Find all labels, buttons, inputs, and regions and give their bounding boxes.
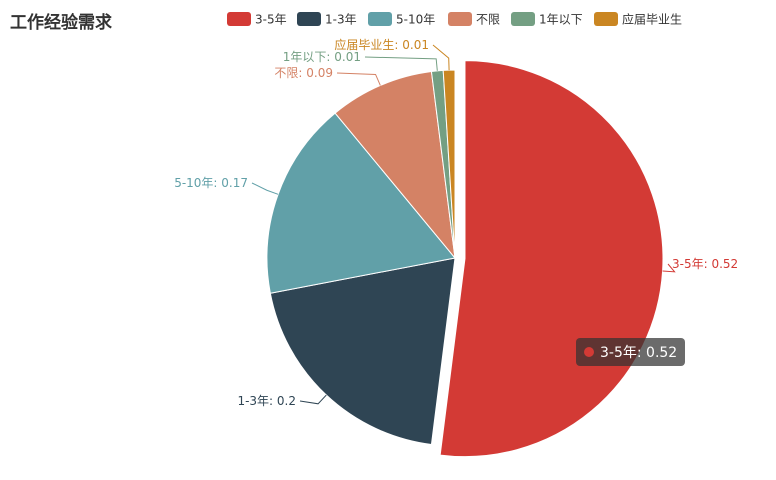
legend-label-3[interactable]: 不限 <box>476 13 500 27</box>
legend-swatch-5[interactable] <box>594 12 618 26</box>
legend-label-4[interactable]: 1年以下 <box>539 13 583 27</box>
tooltip-text: 3-5年: 0.52 <box>600 345 678 361</box>
chart-title: 工作经验需求 <box>10 13 112 33</box>
pie-slices[interactable] <box>266 60 664 458</box>
legend-label-5[interactable]: 应届毕业生 <box>622 12 682 27</box>
leader-line-5 <box>432 44 450 71</box>
slice-labels: 3-5年: 0.52 1-3年: 0.2 5-10年: 0.17 不限: 0.09 1年… <box>174 37 738 408</box>
tooltip: 3-5年: 0.52 <box>576 338 686 366</box>
legend-swatch-3[interactable] <box>448 12 472 26</box>
legend-swatch-4[interactable] <box>511 12 535 26</box>
slice-label-1: 1-3年: 0.2 <box>237 394 296 408</box>
legend-label-0[interactable]: 3-5年 <box>255 13 287 27</box>
legend-label-2[interactable]: 5-10年 <box>396 13 435 27</box>
slice-1[interactable] <box>269 257 456 446</box>
leader-line-2 <box>251 182 279 195</box>
legend-label-1[interactable]: 1-3年 <box>325 13 357 27</box>
slice-label-3: 不限: 0.09 <box>274 66 333 80</box>
slice-0[interactable] <box>439 60 664 458</box>
slice-2[interactable] <box>266 112 456 294</box>
leader-line-4 <box>364 56 438 71</box>
slice-5[interactable] <box>442 69 456 259</box>
slice-label-2: 5-10年: 0.17 <box>174 176 248 190</box>
leader-line-3 <box>336 72 381 86</box>
legend[interactable]: 3-5年 1-3年 5-10年 不限 1年以下 应届毕业生 <box>227 12 682 27</box>
legend-swatch-1[interactable] <box>297 12 321 26</box>
tooltip-marker <box>584 347 594 357</box>
slice-label-5: 应届毕业生: 0.01 <box>334 37 429 52</box>
leader-line-0 <box>662 263 676 273</box>
slice-label-0: 3-5年: 0.52 <box>672 257 738 271</box>
slice-label-4: 1年以下: 0.01 <box>283 50 361 64</box>
leader-line-1 <box>299 394 327 405</box>
legend-swatch-2[interactable] <box>368 12 392 26</box>
slice-3[interactable] <box>334 70 456 260</box>
legend-swatch-0[interactable] <box>227 12 251 26</box>
